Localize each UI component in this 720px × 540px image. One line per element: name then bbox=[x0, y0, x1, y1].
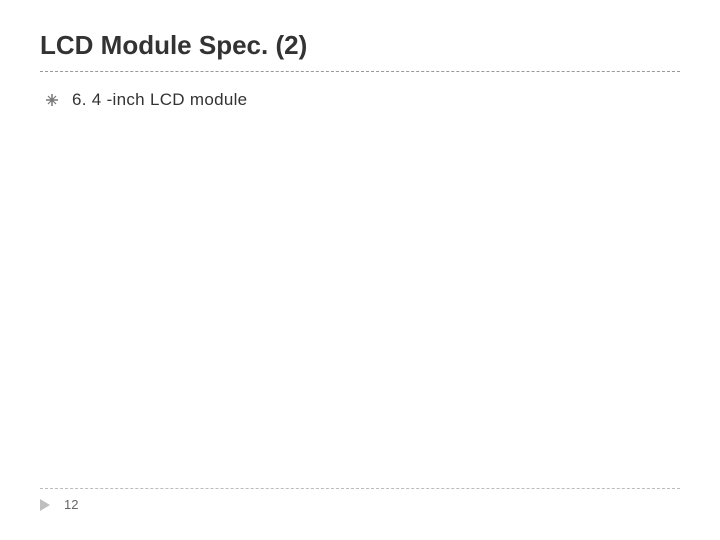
slide-footer: 12 bbox=[40, 488, 680, 512]
bullet-icon bbox=[46, 94, 58, 106]
slide-body: 6. 4 -inch LCD module bbox=[40, 72, 680, 110]
bullet-text: 6. 4 -inch LCD module bbox=[72, 90, 247, 110]
slide: LCD Module Spec. (2) 6. 4 -inch LCD modu… bbox=[0, 0, 720, 540]
page-arrow-icon bbox=[40, 499, 54, 511]
page-number: 12 bbox=[64, 497, 78, 512]
slide-title: LCD Module Spec. (2) bbox=[40, 30, 680, 72]
bullet-item: 6. 4 -inch LCD module bbox=[40, 90, 680, 110]
